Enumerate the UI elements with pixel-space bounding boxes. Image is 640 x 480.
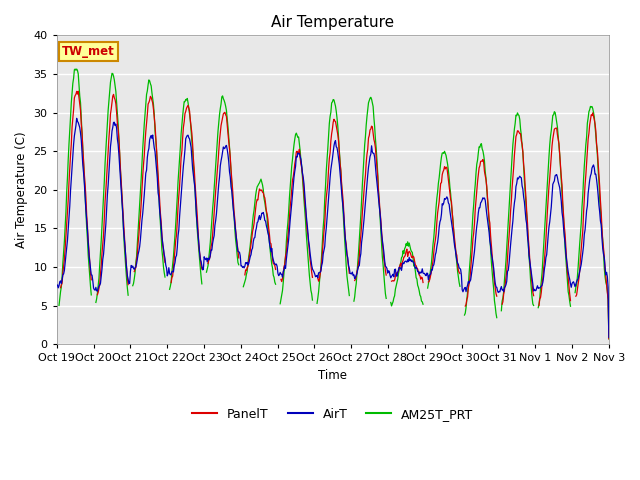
X-axis label: Time: Time	[318, 369, 348, 382]
Legend: PanelT, AirT, AM25T_PRT: PanelT, AirT, AM25T_PRT	[187, 403, 479, 426]
Text: TW_met: TW_met	[62, 45, 115, 58]
Title: Air Temperature: Air Temperature	[271, 15, 394, 30]
Y-axis label: Air Temperature (C): Air Temperature (C)	[15, 132, 28, 248]
